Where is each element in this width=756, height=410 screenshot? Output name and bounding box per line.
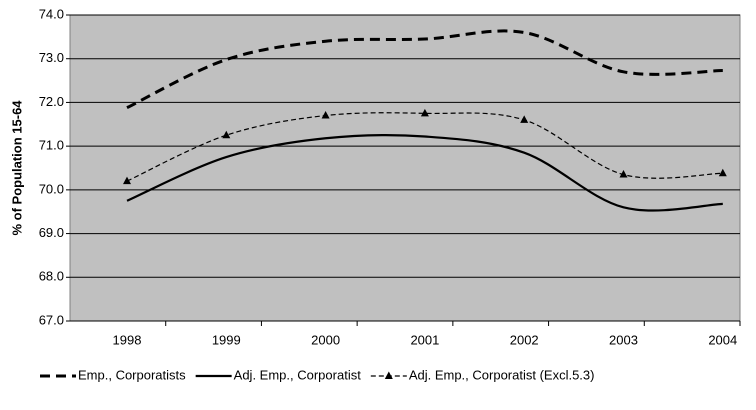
y-tick-label: 70.0 bbox=[39, 181, 64, 196]
x-tick-label: 2003 bbox=[609, 332, 638, 347]
x-tick-label: 2001 bbox=[410, 332, 439, 347]
line bbox=[126, 29, 723, 110]
marker bbox=[619, 170, 628, 178]
marker bbox=[123, 176, 131, 185]
y-tick-label: 74.0 bbox=[39, 6, 64, 21]
y-tick-label: 72.0 bbox=[39, 94, 64, 109]
line bbox=[126, 134, 723, 212]
x-tick-label: 2002 bbox=[510, 332, 539, 347]
plot-area bbox=[69, 14, 741, 322]
x-tick-label: 2004 bbox=[708, 332, 737, 347]
x-tick-label: 1998 bbox=[113, 332, 142, 347]
marker bbox=[420, 108, 429, 117]
marker bbox=[321, 111, 330, 119]
x-tick-label: 2000 bbox=[311, 332, 340, 347]
legend-marker bbox=[384, 371, 393, 379]
y-tick-label: 69.0 bbox=[39, 225, 64, 240]
legend-label: Emp., Corporatists bbox=[78, 367, 186, 382]
legend-label: Adj. Emp., Corporatist bbox=[234, 367, 362, 382]
y-tick-label: 71.0 bbox=[39, 138, 64, 153]
y-tick-label: 67.0 bbox=[39, 312, 64, 327]
y-axis-label: % of Population 15-64 bbox=[9, 100, 24, 236]
marker bbox=[222, 130, 231, 139]
x-tick-label: 1999 bbox=[212, 332, 241, 347]
y-tick-label: 73.0 bbox=[39, 50, 64, 65]
marker bbox=[718, 168, 727, 177]
legend-label: Adj. Emp., Corporatist (Excl.5.3) bbox=[409, 367, 595, 382]
y-tick-label: 68.0 bbox=[39, 269, 64, 284]
marker bbox=[520, 115, 529, 123]
